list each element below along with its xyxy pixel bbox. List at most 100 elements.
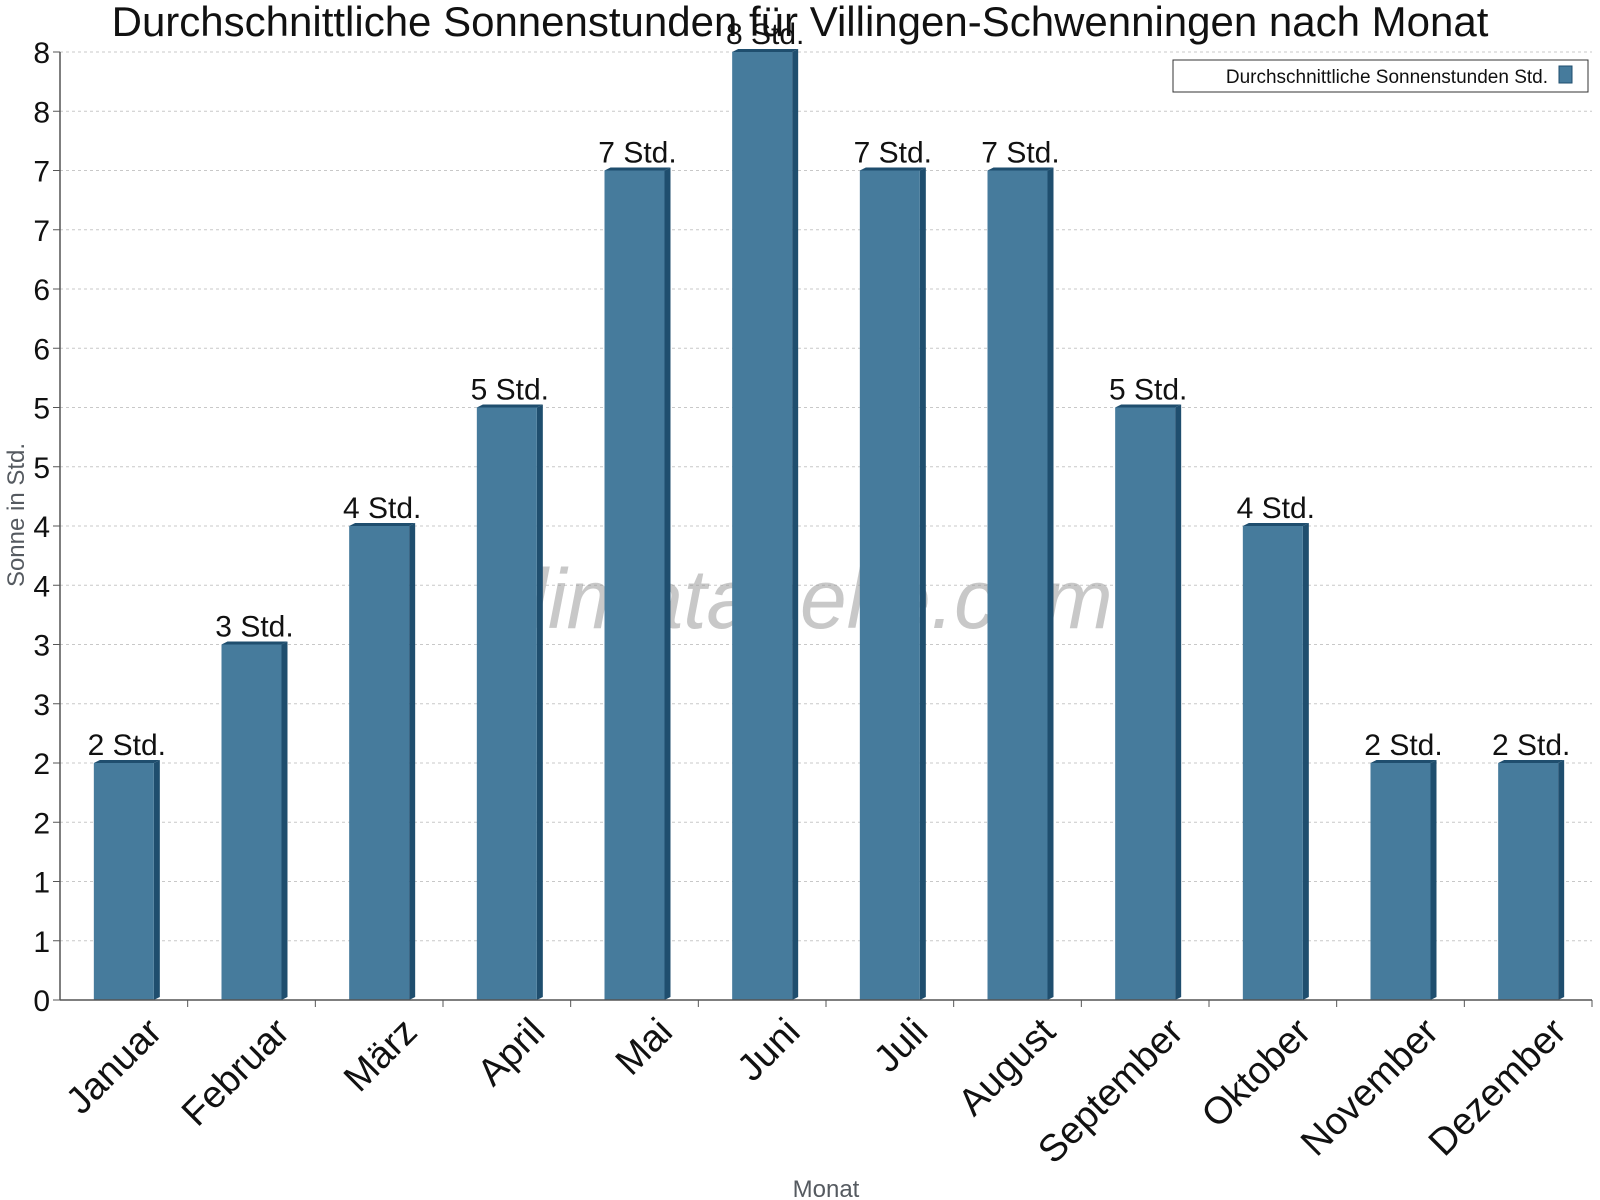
bar-top	[349, 523, 416, 526]
y-tick-label: 5	[33, 452, 50, 485]
grid	[60, 51, 1592, 942]
y-tick-label: 4	[33, 570, 50, 603]
bar-Dezember	[1498, 760, 1565, 1000]
bar	[476, 407, 537, 1000]
y-axis-title: Sonne in Std.	[3, 443, 30, 587]
data-label: 3 Std.	[215, 611, 293, 644]
bar	[732, 52, 793, 1000]
data-label: 2 Std.	[88, 729, 166, 762]
y-tick-label: 1	[33, 926, 50, 959]
x-tick-label: Dezember	[1421, 1010, 1575, 1164]
bar-top	[604, 167, 671, 171]
bar-side	[664, 167, 671, 1000]
bar-side	[1430, 760, 1437, 1000]
bar-Januar	[93, 760, 160, 1000]
data-label: 7 Std.	[981, 137, 1059, 170]
x-axis-title: Monat	[793, 1176, 860, 1200]
bar-Februar	[221, 641, 288, 1000]
legend-swatch	[1558, 65, 1573, 84]
bar	[987, 170, 1048, 1000]
y-tick-label: 1	[33, 867, 50, 900]
y-tick-label: 7	[33, 215, 50, 248]
bar-side	[1302, 523, 1309, 1000]
bar-November	[1370, 760, 1437, 1000]
legend-label: Durchschnittliche Sonnenstunden Std.	[1226, 67, 1548, 88]
bar-März	[349, 523, 416, 1000]
bar-top	[476, 404, 543, 408]
x-axis-ticks: Januar Februar März April Mai Juni Juli AugustS…	[58, 1000, 1593, 1172]
bar	[1498, 763, 1559, 1000]
data-label: 5 Std.	[1109, 374, 1187, 407]
legend-box	[1172, 59, 1589, 93]
bar-side	[281, 641, 288, 1000]
bar-side	[792, 49, 799, 1000]
y-tick-label: 2	[33, 748, 50, 781]
x-tick-label: Juli	[866, 1011, 936, 1081]
legend: Durchschnittliche Sonnenstunden Std.	[1172, 59, 1589, 93]
x-tick-label: April	[470, 1011, 553, 1094]
data-label: 4 Std.	[343, 492, 421, 525]
x-tick-label: Juni	[730, 1011, 809, 1090]
data-label: 7 Std.	[854, 137, 932, 170]
y-axis-ticks: 0 1 1 2 2 3 3 4 4 5 5 6 6 7 7 8 8	[33, 37, 60, 1018]
bar-Juli	[859, 167, 926, 1000]
bar-top	[93, 760, 160, 763]
y-tick-label: 8	[33, 37, 50, 70]
bar-top	[1242, 523, 1309, 526]
data-label: 2 Std.	[1492, 729, 1570, 762]
x-tick-label: November	[1293, 1010, 1447, 1164]
bar	[1115, 407, 1176, 1000]
y-tick-label: 3	[33, 630, 50, 663]
data-label: 5 Std.	[471, 374, 549, 407]
bar-side	[1175, 404, 1182, 1000]
bar-side	[919, 167, 926, 1000]
data-label: 8 Std.	[726, 18, 804, 51]
x-tick-label: August	[951, 1010, 1065, 1124]
bar	[604, 170, 665, 1000]
bar-side	[1558, 760, 1565, 1000]
bar-Mai	[604, 167, 671, 1000]
y-tick-label: 7	[33, 156, 50, 189]
y-tick-label: 6	[33, 333, 50, 366]
y-tick-label: 6	[33, 274, 50, 307]
x-tick-label: März	[336, 1011, 425, 1100]
bar-side	[153, 760, 160, 1000]
bar-August	[987, 167, 1054, 1000]
chart-title: Durchschnittliche Sonnenstunden für Vill…	[112, 0, 1489, 45]
bar-side	[536, 404, 543, 1000]
bar-top	[987, 167, 1054, 171]
y-tick-label: 5	[33, 393, 50, 426]
bar-September	[1115, 404, 1182, 1000]
x-tick-label: Oktober	[1194, 1010, 1320, 1136]
x-tick-label: Februar	[174, 1010, 298, 1134]
bar	[859, 170, 920, 1000]
x-tick-label: Januar	[58, 1010, 170, 1122]
bar-top	[1498, 760, 1565, 763]
y-tick-label: 4	[33, 511, 50, 544]
bar-Juni	[732, 49, 799, 1000]
data-label: 7 Std.	[598, 137, 676, 170]
bar	[93, 763, 154, 1000]
bar-top	[1370, 760, 1437, 763]
y-tick-label: 0	[33, 985, 50, 1018]
x-tick-label: Mai	[608, 1011, 681, 1084]
bar-side	[409, 523, 416, 1000]
data-label: 4 Std.	[1237, 492, 1315, 525]
bar-side	[1047, 167, 1054, 1000]
y-tick-label: 8	[33, 96, 50, 129]
bar	[1370, 763, 1431, 1000]
bar-top	[732, 49, 799, 52]
y-tick-label: 2	[33, 807, 50, 840]
bar	[349, 526, 410, 1000]
bars: 2 Std. 3 Std. 4 Std. 5 Std. 7 Std. 8 Std. 7 St…	[88, 18, 1570, 1000]
bar-Oktober	[1242, 523, 1309, 1000]
bar-top	[859, 167, 926, 171]
data-label: 2 Std.	[1364, 729, 1442, 762]
bar-top	[221, 641, 288, 645]
y-tick-label: 3	[33, 689, 50, 722]
bar-April	[476, 404, 543, 1000]
bar-top	[1115, 404, 1182, 408]
bar	[1242, 526, 1303, 1000]
